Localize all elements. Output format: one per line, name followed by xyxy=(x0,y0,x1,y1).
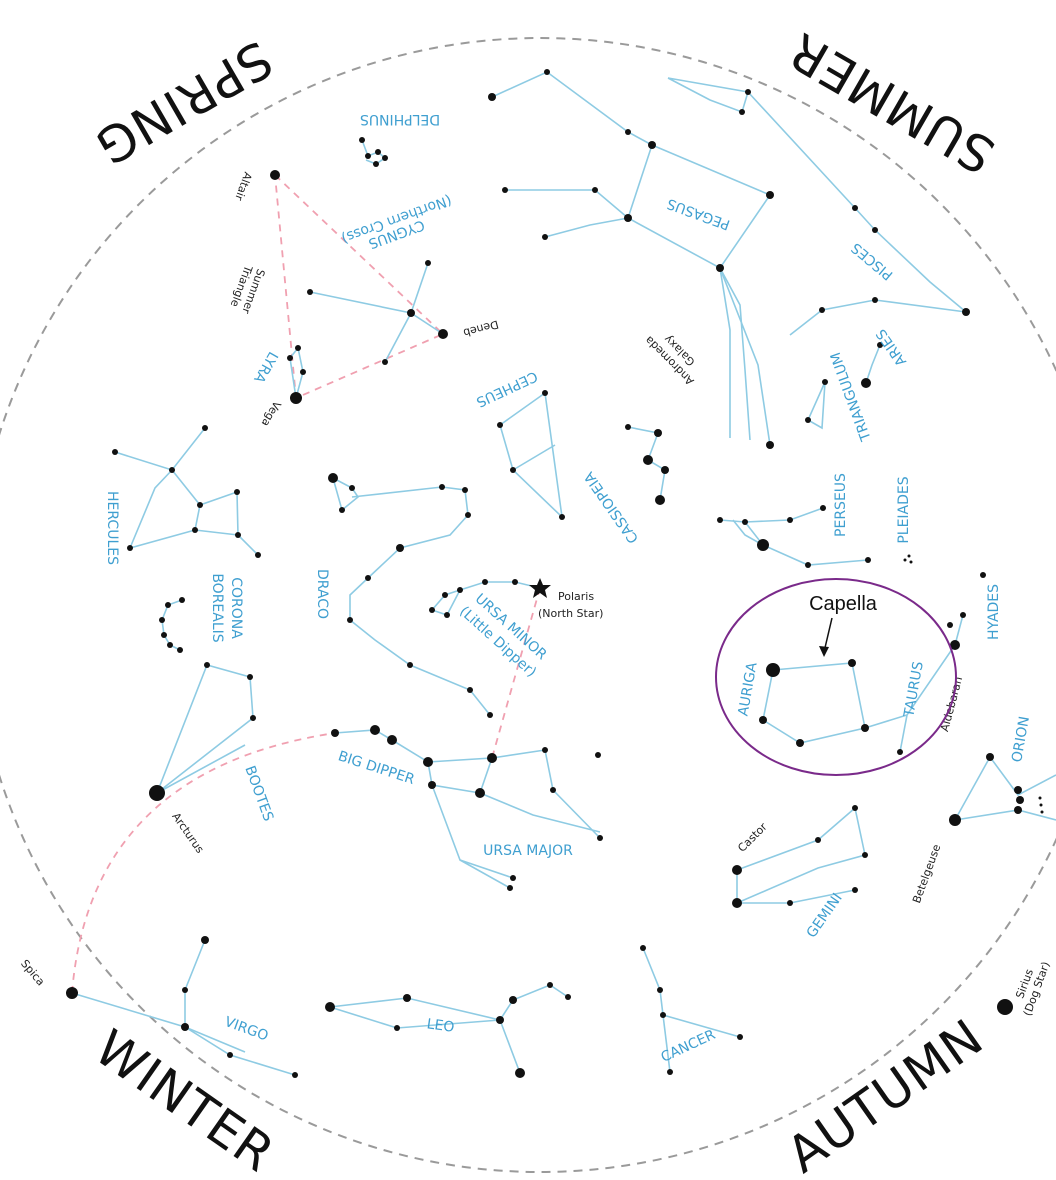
label-castor: Castor xyxy=(735,820,770,855)
pisces-figure xyxy=(667,77,970,336)
sirius-star xyxy=(997,999,1013,1015)
label-pisces: PISCES xyxy=(848,239,896,283)
label-perseus: PERSEUS xyxy=(833,473,849,537)
cygnus-figure xyxy=(307,260,448,365)
label-cassiopeia: CASSIOPEIA xyxy=(581,468,642,546)
season-spring: SPRING xyxy=(85,29,282,176)
corona-borealis-figure xyxy=(159,597,185,653)
label-bootes: BOOTES xyxy=(241,764,276,824)
auriga-taurus-figure xyxy=(759,572,986,755)
label-corona-2: BOREALIS xyxy=(209,573,225,642)
label-hercules: HERCULES xyxy=(104,491,120,565)
draco-figure xyxy=(328,473,493,718)
label-hyades: HYADES xyxy=(986,584,1002,640)
altair-star xyxy=(270,170,280,180)
label-arcturus: Arcturus xyxy=(169,810,206,856)
label-draco: DRACO xyxy=(314,569,330,619)
polaris-star-icon xyxy=(529,578,551,598)
aries-triangulum-figure xyxy=(805,342,883,430)
pegasus-figure xyxy=(488,69,774,449)
label-orion: ORION xyxy=(1009,715,1033,763)
hercules-figure xyxy=(112,425,261,558)
label-pegasus: PEGASUS xyxy=(665,195,732,233)
season-winter: WINTER xyxy=(84,1019,285,1180)
cepheus-figure xyxy=(497,390,565,520)
capella-highlight-ellipse xyxy=(715,578,957,776)
virgo-figure xyxy=(66,936,298,1078)
season-summer: SUMMER xyxy=(779,21,1005,185)
label-cancer: CANCER xyxy=(659,1027,719,1066)
label-gemini: GEMINI xyxy=(804,890,846,941)
label-polaris: Polaris xyxy=(558,590,594,603)
gemini-figure xyxy=(732,805,868,908)
orion-figure xyxy=(949,753,1056,826)
cassiopeia-figure xyxy=(625,424,669,505)
summer-triangle-lines xyxy=(71,172,445,994)
label-betelgeuse: Betelgeuse xyxy=(910,842,943,905)
label-lyra: LYRA xyxy=(250,349,281,386)
label-auriga: AURIGA xyxy=(735,661,760,717)
cancer-figure xyxy=(640,945,743,1075)
label-vega: Vega xyxy=(259,399,284,429)
label-spica: Spica xyxy=(18,957,47,988)
label-delphinus: DELPHINUS xyxy=(360,111,440,127)
label-triangulum: TRIANGULUM xyxy=(828,350,875,444)
label-taurus: TAURUS xyxy=(901,660,927,719)
orion-belt-dots xyxy=(1038,796,1044,814)
bootes-figure xyxy=(149,662,256,801)
ursa-major-figure xyxy=(331,725,603,891)
ursa-minor-figure xyxy=(429,578,551,759)
label-leo: LEO xyxy=(426,1016,456,1036)
label-virgo: VIRGO xyxy=(222,1014,270,1045)
season-autumn: AUTUMN xyxy=(777,1008,994,1180)
label-deneb: Deneb xyxy=(462,317,500,339)
label-corona-1: CORONA xyxy=(228,577,244,639)
capella-annotation-label: Capella xyxy=(809,593,878,615)
label-altair: Altair xyxy=(232,170,254,202)
perseus-figure xyxy=(717,505,871,568)
pleiades-dots xyxy=(903,554,913,564)
capella-annotation-arrow xyxy=(823,617,833,653)
horizon-circle xyxy=(0,37,1056,1173)
label-big-dipper: BIG DIPPER xyxy=(336,748,417,788)
leo-figure xyxy=(325,982,571,1078)
label-ursa-major: URSA MAJOR xyxy=(483,843,573,859)
lyra-figure xyxy=(287,345,306,404)
arrow-head-icon xyxy=(819,646,829,657)
delphinus-figure xyxy=(359,137,388,167)
label-pleiades: PLEIADES xyxy=(896,476,912,543)
label-polaris-sub: (North Star) xyxy=(538,607,603,620)
